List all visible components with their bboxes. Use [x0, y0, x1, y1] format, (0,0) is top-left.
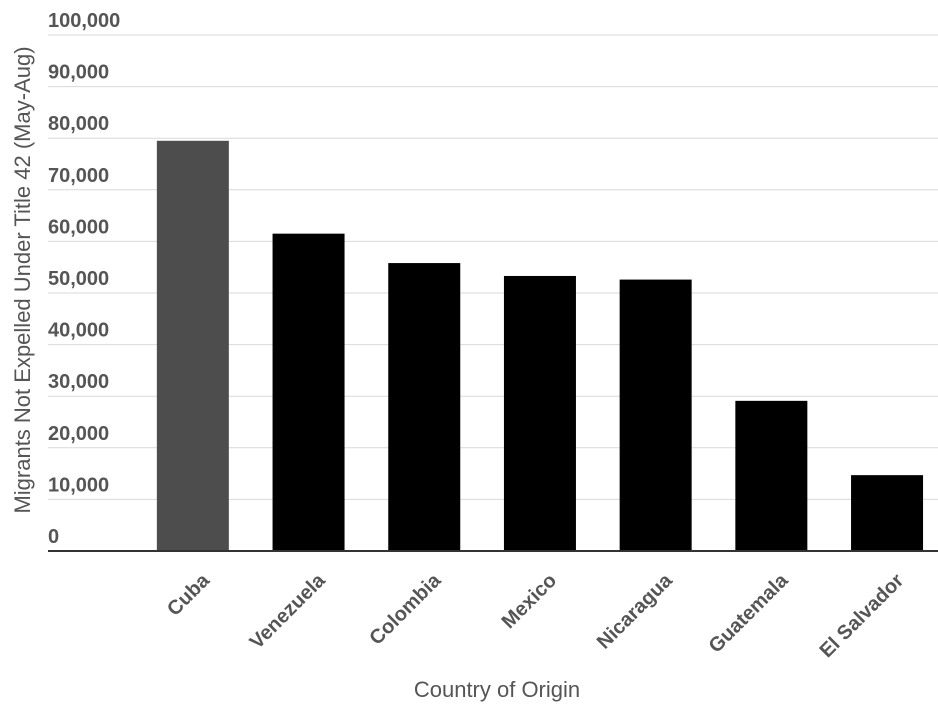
x-axis-categories: Cuba Venezuela Colombia Mexico Nicaragua Guat…: [163, 569, 908, 662]
y-tick-label: 90,000: [48, 62, 109, 84]
bar-cuba: [156, 140, 229, 551]
bar-mexico: [503, 275, 576, 551]
y-tick-label: 0: [48, 526, 59, 548]
y-tick-label: 80,000: [48, 113, 109, 135]
y-tick-label: 60,000: [48, 216, 109, 238]
bar-venezuela: [272, 233, 345, 551]
x-tick-label: Cuba: [163, 569, 215, 621]
y-tick-label: 50,000: [48, 268, 109, 290]
y-tick-label: 20,000: [48, 423, 109, 445]
y-axis-title: Migrants Not Expelled Under Title 42 (Ma…: [10, 46, 35, 513]
y-tick-label: 70,000: [48, 165, 109, 187]
x-axis-title: Country of Origin: [414, 677, 580, 702]
x-tick-label: Colombia: [365, 569, 446, 650]
x-tick-label: Nicaragua: [593, 569, 678, 654]
x-tick-label: El Salvador: [816, 569, 909, 662]
bar-nicaragua: [619, 279, 692, 551]
bar-colombia: [388, 263, 461, 551]
x-tick-label: Guatemala: [705, 569, 793, 657]
y-tick-label: 40,000: [48, 320, 109, 342]
bar-el-salvador: [851, 475, 924, 551]
x-tick-label: Mexico: [498, 570, 562, 634]
bars: [156, 140, 924, 551]
y-tick-label: 10,000: [48, 474, 109, 496]
y-tick-label: 30,000: [48, 371, 109, 393]
y-axis-ticks: 0 10,000 20,000 30,000 40,000 50,000 60,000 70,…: [48, 10, 120, 548]
x-tick-label: Venezuela: [246, 569, 331, 654]
y-tick-label: 100,000: [48, 10, 120, 32]
bar-guatemala: [735, 400, 808, 551]
